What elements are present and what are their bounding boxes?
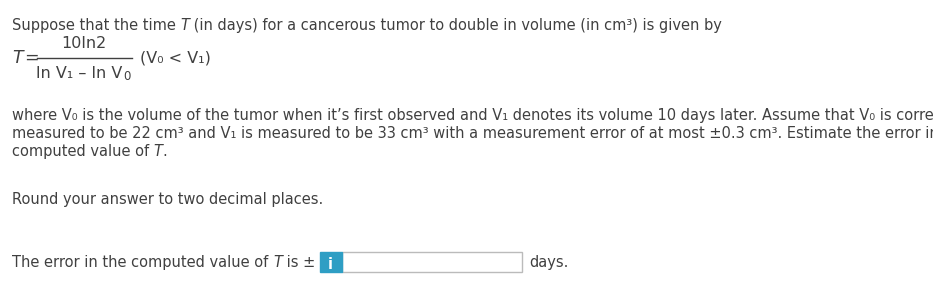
Text: (in days) for a cancerous tumor to double in volume (in cm³) is given by: (in days) for a cancerous tumor to doubl…	[189, 18, 722, 33]
FancyBboxPatch shape	[320, 252, 341, 272]
Text: T: T	[180, 18, 189, 33]
Text: T: T	[272, 255, 282, 270]
Text: (V₀ < V₁): (V₀ < V₁)	[140, 51, 211, 65]
Text: days.: days.	[530, 255, 569, 270]
Text: Suppose that the time: Suppose that the time	[12, 18, 180, 33]
Text: ln V₁ – ln V: ln V₁ – ln V	[36, 65, 122, 80]
Text: i: i	[328, 257, 333, 272]
Text: computed value of: computed value of	[12, 144, 154, 159]
Text: The error in the computed value of: The error in the computed value of	[12, 255, 272, 270]
FancyBboxPatch shape	[341, 252, 522, 272]
Text: 10ln2: 10ln2	[62, 37, 106, 51]
Text: .: .	[162, 144, 167, 159]
Text: T: T	[12, 49, 22, 67]
Text: =: =	[24, 49, 39, 67]
Text: is ±: is ±	[282, 255, 320, 270]
Text: measured to be 22 cm³ and V₁ is measured to be 33 cm³ with a measurement error o: measured to be 22 cm³ and V₁ is measured…	[12, 126, 933, 141]
Text: where V₀ is the volume of the tumor when it’s first observed and V₁ denotes its : where V₀ is the volume of the tumor when…	[12, 108, 933, 123]
Text: T: T	[154, 144, 162, 159]
Text: 0: 0	[123, 69, 131, 82]
Text: Round your answer to two decimal places.: Round your answer to two decimal places.	[12, 192, 323, 207]
